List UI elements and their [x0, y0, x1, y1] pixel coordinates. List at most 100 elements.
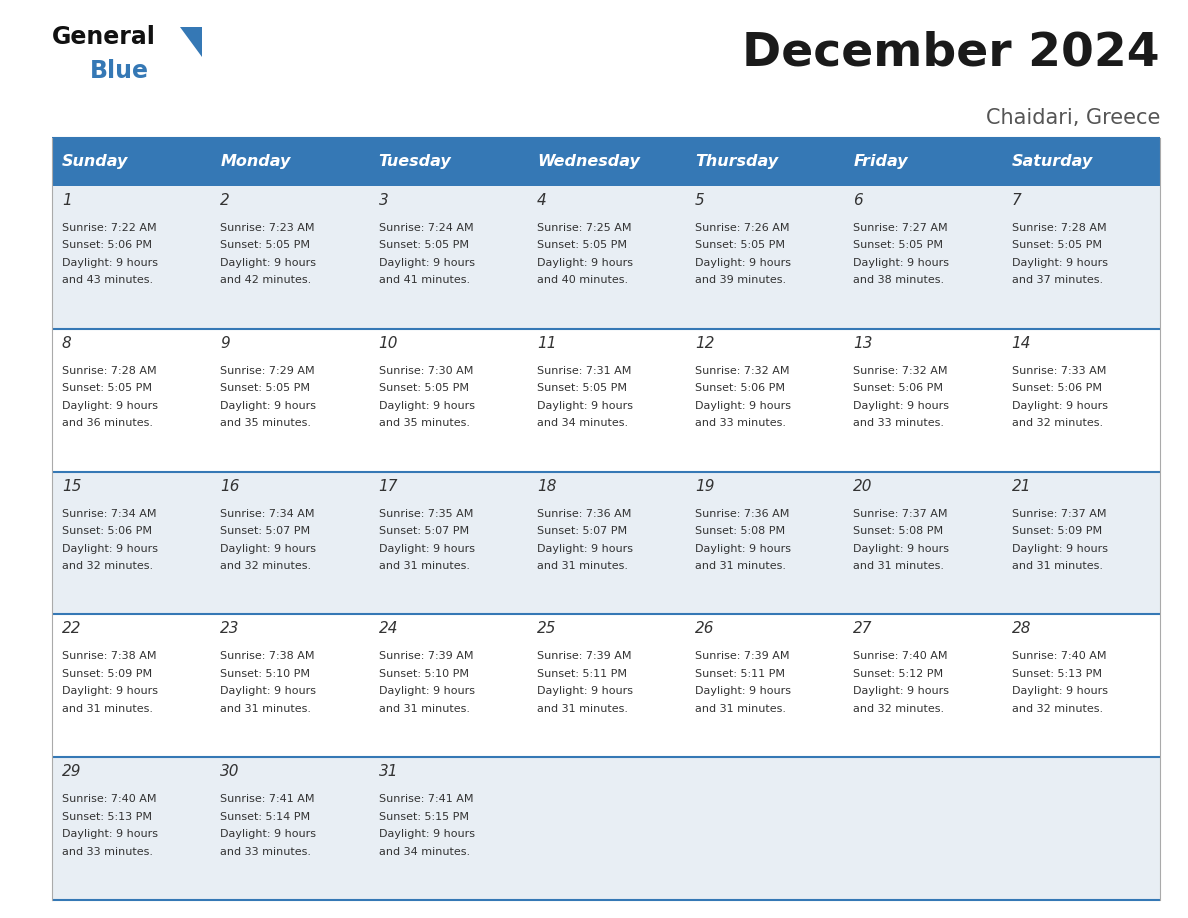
Text: Daylight: 9 hours: Daylight: 9 hours: [537, 401, 633, 410]
Text: Sunset: 5:09 PM: Sunset: 5:09 PM: [1012, 526, 1101, 536]
Text: 3: 3: [379, 193, 388, 208]
Text: Sunday: Sunday: [62, 153, 128, 169]
Bar: [52, 186, 1159, 329]
Text: Daylight: 9 hours: Daylight: 9 hours: [695, 543, 791, 554]
Text: and 31 minutes.: and 31 minutes.: [695, 561, 786, 571]
Text: Sunset: 5:08 PM: Sunset: 5:08 PM: [853, 526, 943, 536]
Text: 8: 8: [62, 336, 71, 351]
Text: Sunrise: 7:29 AM: Sunrise: 7:29 AM: [220, 365, 315, 375]
Text: and 31 minutes.: and 31 minutes.: [537, 561, 627, 571]
Text: 20: 20: [853, 478, 873, 494]
Text: 26: 26: [695, 621, 715, 636]
Text: and 43 minutes.: and 43 minutes.: [62, 275, 153, 285]
Text: Sunrise: 7:28 AM: Sunrise: 7:28 AM: [62, 365, 157, 375]
Text: Sunset: 5:05 PM: Sunset: 5:05 PM: [695, 241, 785, 251]
Text: Sunset: 5:05 PM: Sunset: 5:05 PM: [220, 384, 310, 393]
Text: 28: 28: [1012, 621, 1031, 636]
Text: Sunrise: 7:40 AM: Sunrise: 7:40 AM: [1012, 652, 1106, 661]
Text: Daylight: 9 hours: Daylight: 9 hours: [1012, 543, 1107, 554]
Text: 7: 7: [1012, 193, 1022, 208]
Text: and 32 minutes.: and 32 minutes.: [1012, 704, 1102, 714]
Text: Sunset: 5:14 PM: Sunset: 5:14 PM: [220, 812, 310, 822]
Text: Sunset: 5:06 PM: Sunset: 5:06 PM: [853, 384, 943, 393]
Text: 24: 24: [379, 621, 398, 636]
Text: Daylight: 9 hours: Daylight: 9 hours: [220, 829, 316, 839]
Text: Daylight: 9 hours: Daylight: 9 hours: [62, 687, 158, 697]
Text: Sunrise: 7:33 AM: Sunrise: 7:33 AM: [1012, 365, 1106, 375]
Text: and 42 minutes.: and 42 minutes.: [220, 275, 311, 285]
Text: Daylight: 9 hours: Daylight: 9 hours: [220, 258, 316, 268]
Text: Sunset: 5:05 PM: Sunset: 5:05 PM: [853, 241, 943, 251]
Text: Sunrise: 7:37 AM: Sunrise: 7:37 AM: [1012, 509, 1106, 519]
Text: Sunset: 5:07 PM: Sunset: 5:07 PM: [220, 526, 310, 536]
Text: Daylight: 9 hours: Daylight: 9 hours: [379, 543, 474, 554]
Text: 14: 14: [1012, 336, 1031, 351]
Text: 19: 19: [695, 478, 715, 494]
Text: Sunset: 5:05 PM: Sunset: 5:05 PM: [62, 384, 152, 393]
Text: Chaidari, Greece: Chaidari, Greece: [986, 108, 1159, 128]
Text: 9: 9: [220, 336, 230, 351]
Text: Daylight: 9 hours: Daylight: 9 hours: [537, 687, 633, 697]
Text: Sunset: 5:05 PM: Sunset: 5:05 PM: [1012, 241, 1101, 251]
Text: Daylight: 9 hours: Daylight: 9 hours: [220, 687, 316, 697]
Text: Daylight: 9 hours: Daylight: 9 hours: [220, 543, 316, 554]
Text: Daylight: 9 hours: Daylight: 9 hours: [379, 829, 474, 839]
Text: 2: 2: [220, 193, 230, 208]
Text: Sunset: 5:05 PM: Sunset: 5:05 PM: [379, 384, 468, 393]
Text: Sunset: 5:06 PM: Sunset: 5:06 PM: [62, 241, 152, 251]
Text: Sunrise: 7:22 AM: Sunrise: 7:22 AM: [62, 223, 157, 233]
Text: Sunset: 5:05 PM: Sunset: 5:05 PM: [379, 241, 468, 251]
Text: 10: 10: [379, 336, 398, 351]
Text: Sunset: 5:06 PM: Sunset: 5:06 PM: [62, 526, 152, 536]
Text: Friday: Friday: [853, 153, 908, 169]
Text: and 31 minutes.: and 31 minutes.: [695, 704, 786, 714]
Text: Daylight: 9 hours: Daylight: 9 hours: [62, 401, 158, 410]
Text: Monday: Monday: [220, 153, 291, 169]
Text: 18: 18: [537, 478, 556, 494]
Text: Sunset: 5:05 PM: Sunset: 5:05 PM: [537, 241, 627, 251]
Text: 22: 22: [62, 621, 82, 636]
Text: and 34 minutes.: and 34 minutes.: [379, 846, 469, 856]
Text: and 32 minutes.: and 32 minutes.: [1012, 419, 1102, 429]
Text: and 36 minutes.: and 36 minutes.: [62, 419, 153, 429]
Text: Sunrise: 7:39 AM: Sunrise: 7:39 AM: [537, 652, 631, 661]
Text: Sunset: 5:15 PM: Sunset: 5:15 PM: [379, 812, 468, 822]
Text: Daylight: 9 hours: Daylight: 9 hours: [695, 258, 791, 268]
Text: Blue: Blue: [90, 59, 148, 83]
Bar: [52, 614, 1159, 757]
Text: and 37 minutes.: and 37 minutes.: [1012, 275, 1102, 285]
Text: Daylight: 9 hours: Daylight: 9 hours: [1012, 258, 1107, 268]
Text: Sunrise: 7:41 AM: Sunrise: 7:41 AM: [220, 794, 315, 804]
Text: 15: 15: [62, 478, 82, 494]
Text: Daylight: 9 hours: Daylight: 9 hours: [853, 401, 949, 410]
Text: Daylight: 9 hours: Daylight: 9 hours: [220, 401, 316, 410]
Text: Daylight: 9 hours: Daylight: 9 hours: [853, 687, 949, 697]
Text: Sunset: 5:13 PM: Sunset: 5:13 PM: [1012, 669, 1101, 679]
Text: Sunset: 5:06 PM: Sunset: 5:06 PM: [695, 384, 785, 393]
Text: Sunrise: 7:31 AM: Sunrise: 7:31 AM: [537, 365, 631, 375]
Text: and 31 minutes.: and 31 minutes.: [62, 704, 153, 714]
Text: and 33 minutes.: and 33 minutes.: [220, 846, 311, 856]
Text: Sunset: 5:10 PM: Sunset: 5:10 PM: [220, 669, 310, 679]
Text: December 2024: December 2024: [742, 30, 1159, 75]
Text: 23: 23: [220, 621, 240, 636]
Text: Sunset: 5:12 PM: Sunset: 5:12 PM: [853, 669, 943, 679]
Text: Sunrise: 7:35 AM: Sunrise: 7:35 AM: [379, 509, 473, 519]
Text: Sunrise: 7:36 AM: Sunrise: 7:36 AM: [695, 509, 790, 519]
Text: 6: 6: [853, 193, 864, 208]
Text: Daylight: 9 hours: Daylight: 9 hours: [1012, 401, 1107, 410]
Text: Sunset: 5:11 PM: Sunset: 5:11 PM: [695, 669, 785, 679]
Text: and 33 minutes.: and 33 minutes.: [62, 846, 153, 856]
Text: Sunrise: 7:27 AM: Sunrise: 7:27 AM: [853, 223, 948, 233]
Text: Sunrise: 7:23 AM: Sunrise: 7:23 AM: [220, 223, 315, 233]
Text: 4: 4: [537, 193, 546, 208]
Text: Sunset: 5:09 PM: Sunset: 5:09 PM: [62, 669, 152, 679]
Text: Sunset: 5:08 PM: Sunset: 5:08 PM: [695, 526, 785, 536]
Text: and 31 minutes.: and 31 minutes.: [379, 561, 469, 571]
Text: Sunrise: 7:39 AM: Sunrise: 7:39 AM: [379, 652, 473, 661]
Text: Daylight: 9 hours: Daylight: 9 hours: [62, 258, 158, 268]
Text: Sunrise: 7:32 AM: Sunrise: 7:32 AM: [695, 365, 790, 375]
Text: 30: 30: [220, 764, 240, 779]
Text: Daylight: 9 hours: Daylight: 9 hours: [379, 687, 474, 697]
Text: Sunrise: 7:32 AM: Sunrise: 7:32 AM: [853, 365, 948, 375]
